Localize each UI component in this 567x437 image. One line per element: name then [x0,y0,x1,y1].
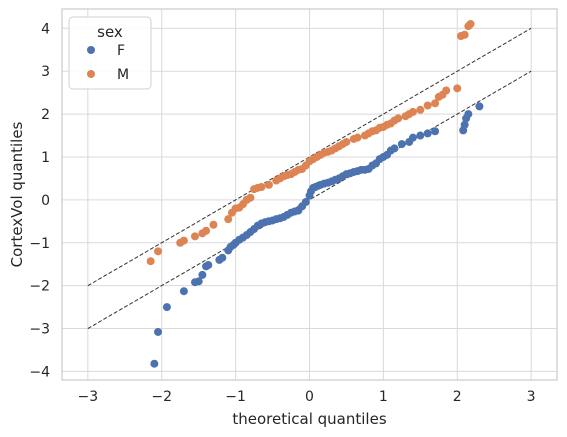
point-m [246,193,255,202]
legend-title: sex [97,23,123,41]
point-m [453,84,462,93]
y-tick-label: −1 [29,236,50,252]
y-axis-label: CortexVol quantiles [8,121,26,267]
x-tick-labels: −3 −2 −1 0 1 2 3 [78,389,536,405]
point-m [423,101,432,110]
point-f [423,129,432,138]
point-f [204,261,213,270]
y-tick-label: 4 [41,21,50,37]
point-f [150,359,159,368]
point-f [301,198,310,207]
point-f [194,277,203,286]
point-f [475,102,484,111]
legend: sex F M [68,16,152,90]
point-f [162,303,171,312]
y-tick-label: −4 [29,364,50,380]
point-m [202,226,211,235]
plot-frame [61,8,558,381]
y-tick-label: 2 [41,107,50,123]
point-f [179,287,188,296]
point-m [442,86,451,95]
legend-marker-m [87,70,95,78]
data-points [146,20,484,368]
axes-border [61,8,558,381]
point-m [209,220,218,229]
x-tick-label: 0 [305,389,314,405]
point-m [154,247,163,256]
point-m [257,182,266,191]
point-m [416,105,425,114]
x-tick-label: 3 [527,389,536,405]
point-m [394,114,403,123]
point-m [146,257,155,266]
legend-label-f: F [117,43,125,59]
y-tick-label: 3 [41,64,50,80]
point-m [460,30,469,39]
x-tick-label: 1 [379,389,388,405]
legend-label-m: M [117,67,129,83]
y-tick-label: −2 [29,279,50,295]
legend-marker-f [87,46,95,54]
reference-line [87,27,532,287]
y-tick-labels: −4 −3 −2 −1 0 1 2 3 4 [29,21,50,380]
point-f [431,127,440,136]
point-f [460,120,469,129]
x-tick-label: −1 [225,389,246,405]
point-f [397,140,406,149]
point-f [408,133,417,142]
point-m [224,215,233,224]
point-f [390,144,399,153]
point-m [179,236,188,245]
grid-lines [62,9,557,380]
x-axis-label: theoretical quantiles [232,410,386,428]
y-tick-label: 1 [41,150,50,166]
y-tick-label: 0 [41,193,50,209]
point-m [466,20,475,29]
point-f [464,110,473,119]
reference-lines [87,27,532,329]
point-f [154,327,163,336]
x-tick-label: −3 [78,389,99,405]
reference-line [87,70,532,329]
point-f [416,131,425,140]
point-f [218,253,227,262]
x-tick-label: −2 [151,389,172,405]
point-f [198,270,207,279]
point-m [342,137,351,146]
point-m [190,232,199,241]
point-m [431,99,440,108]
y-tick-label: −3 [29,322,50,338]
point-m [408,107,417,116]
point-m [264,180,273,189]
x-tick-label: 2 [453,389,462,405]
point-m [353,133,362,142]
